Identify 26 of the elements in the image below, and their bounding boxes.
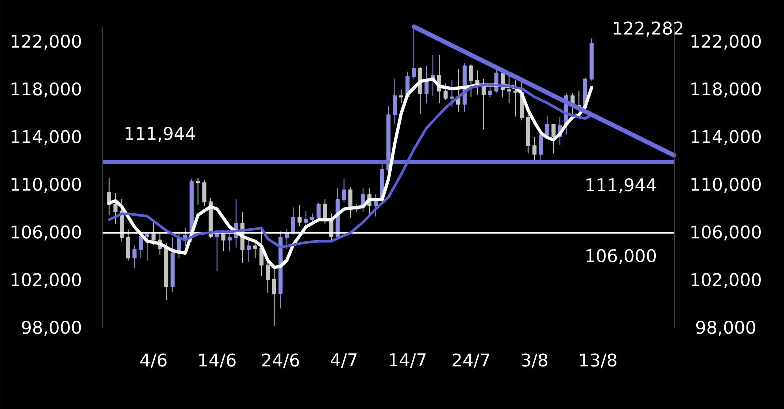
y-tick-label: 102,000 (12, 273, 82, 288)
y-tick-label: 122,000 (12, 34, 82, 50)
y2-tick-label: 118,000 (692, 82, 762, 98)
y2-tick-label: 110,000 (692, 178, 762, 193)
y-tick-label: 118,000 (12, 82, 82, 98)
x-tick-label: 4/6 (140, 354, 167, 368)
x-tick-label: 14/6 (200, 354, 236, 368)
x-tick-label: 24/7 (452, 354, 490, 368)
y-tick-label: 106,000 (12, 226, 82, 241)
ref-line-label: 106,000 (586, 249, 656, 264)
x-tick-label: 14/7 (390, 354, 426, 368)
ref-line-label: 111,944 (586, 178, 656, 194)
annotation: 111,944 (126, 127, 196, 142)
x-tick-label: 4/7 (331, 354, 357, 368)
x-tick-label: 3/8 (522, 354, 548, 368)
x-tick-label: 13/8 (580, 354, 617, 368)
y-tick-label: 114,000 (12, 130, 82, 146)
y2-tick-label: 102,000 (692, 273, 762, 288)
y2-tick-label: 114,000 (692, 130, 762, 146)
y-tick-label: 110,000 (12, 178, 82, 193)
y2-tick-label: 98,000 (696, 320, 756, 336)
y2-tick-label: 122,000 (692, 34, 762, 50)
y-tick-label: 98,000 (22, 320, 82, 336)
x-tick-label: 24/6 (262, 354, 300, 368)
annotation: 122,282 (614, 22, 683, 37)
y2-tick-label: 106,000 (692, 226, 762, 241)
